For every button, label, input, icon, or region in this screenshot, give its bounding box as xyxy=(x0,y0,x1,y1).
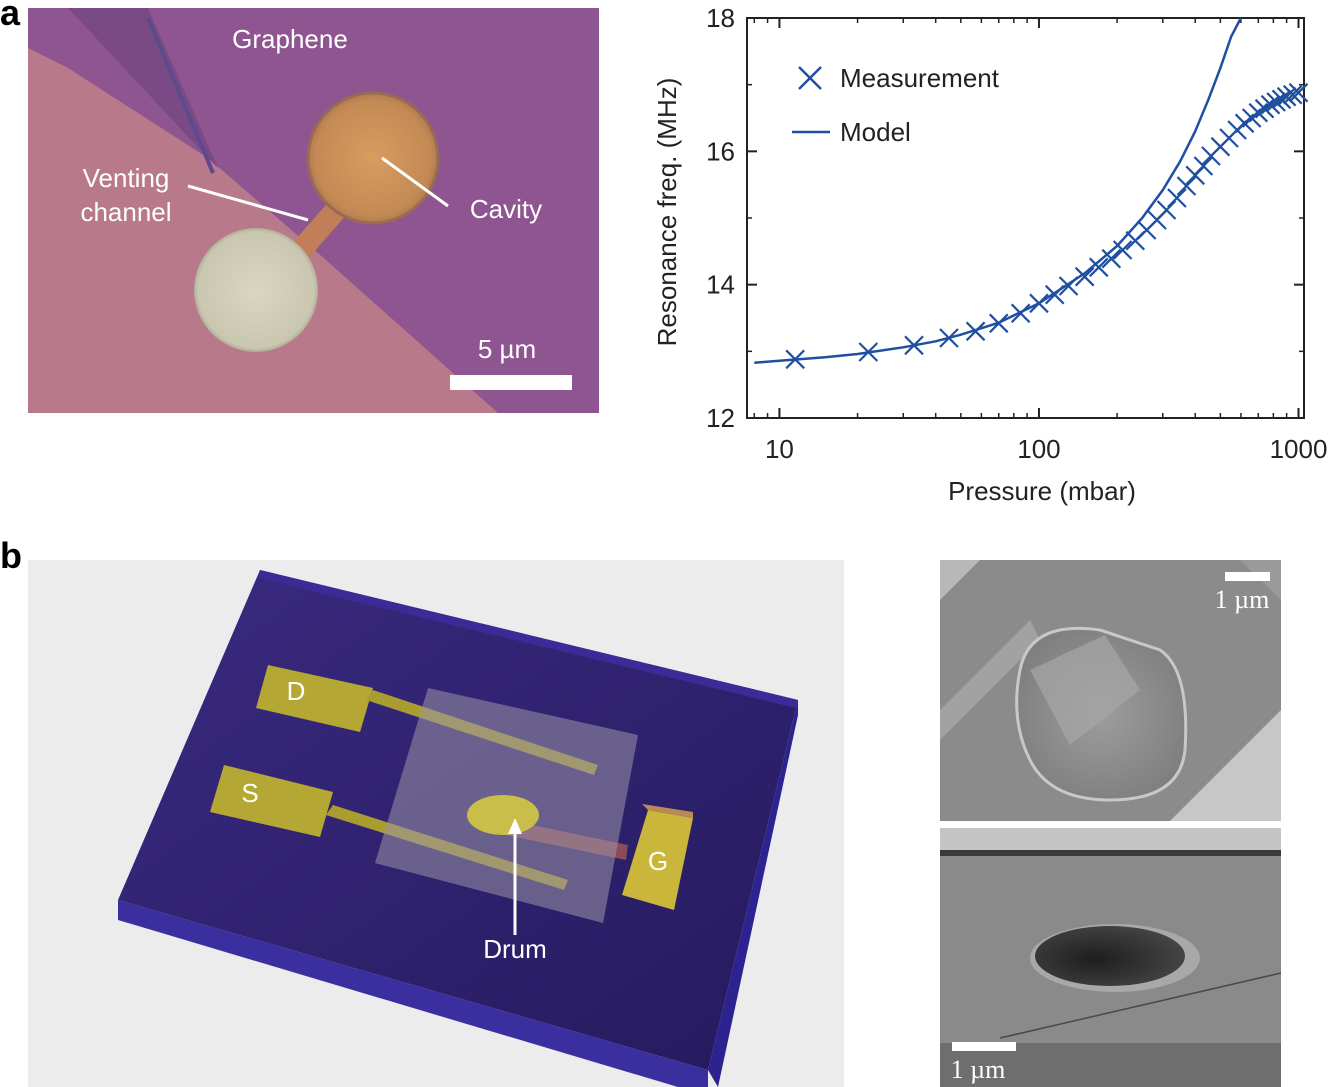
venting-label-line2: channel xyxy=(80,197,171,227)
measurement-point xyxy=(1156,200,1177,220)
measurement-point xyxy=(1010,303,1031,324)
y-tick-label: 12 xyxy=(706,403,735,433)
cavity-pointer xyxy=(381,156,449,208)
y-tick-label: 16 xyxy=(706,136,735,166)
model-line xyxy=(754,17,1243,364)
sem-top-scale-label: 1 µm xyxy=(1215,585,1270,614)
x-tick-label: 100 xyxy=(1017,434,1060,464)
measurement-point xyxy=(988,313,1009,334)
measurement-point xyxy=(858,342,879,362)
measurement-point xyxy=(785,349,805,370)
y-tick-label: 18 xyxy=(706,3,735,33)
measurement-point xyxy=(1044,284,1065,305)
measurement-point xyxy=(904,335,924,356)
x-tick-label: 10 xyxy=(765,434,794,464)
measurement-point xyxy=(1088,257,1109,278)
x-tick-label: 1000 xyxy=(1270,434,1328,464)
measurement-point xyxy=(1271,89,1292,110)
graphene-micrograph: Graphene Venting channel Cavity 5 µm xyxy=(28,8,599,413)
measurement-point xyxy=(1266,92,1286,112)
venting-label-line1: Venting xyxy=(83,163,170,193)
sem-image-top: 1 µm xyxy=(940,560,1281,821)
measurement-point xyxy=(1282,84,1303,105)
measurement-point xyxy=(1260,94,1281,115)
measurement-point xyxy=(1276,86,1297,107)
measurement-point xyxy=(1254,98,1275,119)
measurement-point xyxy=(939,328,959,348)
y-axis-label: Resonance freq. (MHz) xyxy=(652,78,682,347)
legend-label-model: Model xyxy=(840,117,911,147)
legend-marker-measurement xyxy=(798,66,822,90)
y-tick-label: 14 xyxy=(706,270,735,300)
sem-bottom-scale-label: 1 µm xyxy=(951,1055,1006,1084)
venting-pointer xyxy=(187,184,309,222)
measurement-point xyxy=(1112,240,1133,260)
panel-letter-b: b xyxy=(0,535,22,576)
graphene-label: Graphene xyxy=(232,24,348,54)
measurement-point xyxy=(965,321,986,342)
measurement-point xyxy=(1074,266,1095,287)
measurement-point xyxy=(1193,156,1214,176)
device-rendering: D S G Drum xyxy=(28,560,844,1087)
source-label: S xyxy=(241,778,258,808)
measurement-point xyxy=(1288,82,1309,103)
sem-image-bottom: 1 µm xyxy=(940,828,1281,1087)
resonance-chart: 10 100 1000 12 14 16 18 Measurement Model Press… xyxy=(652,3,1328,506)
scale-bar-label: 5 µm xyxy=(478,334,536,364)
measurement-point xyxy=(1248,102,1269,123)
cavity-label: Cavity xyxy=(470,194,542,224)
gate-label: G xyxy=(648,846,668,876)
panel-letter-a: a xyxy=(0,0,21,33)
measurement-point xyxy=(1101,248,1122,269)
measurement-point xyxy=(1167,188,1187,208)
measurement-point xyxy=(1058,276,1079,296)
scale-bar xyxy=(450,375,572,390)
legend-label-measurement: Measurement xyxy=(840,63,1000,93)
drum-label: Drum xyxy=(483,934,547,964)
measurement-point xyxy=(1029,293,1049,314)
x-axis-label: Pressure (mbar) xyxy=(948,476,1136,506)
drain-label: D xyxy=(287,676,306,706)
measurement-point xyxy=(1176,176,1197,196)
